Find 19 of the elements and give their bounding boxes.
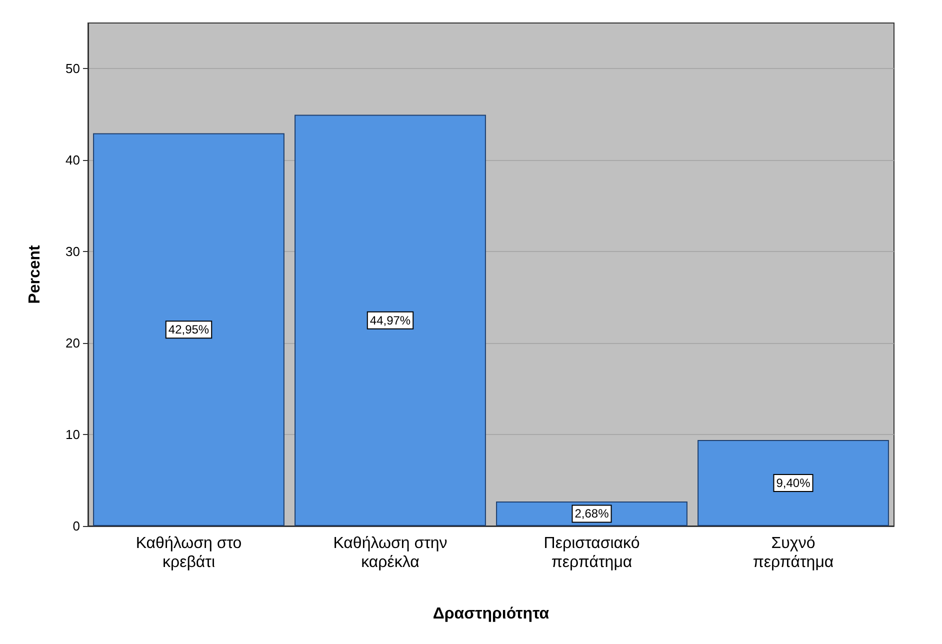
x-tick-label: Καθήλωση στην καρέκλα xyxy=(333,535,448,571)
y-tick-label: 10 xyxy=(66,427,80,442)
x-axis-title: Δραστηριότητα xyxy=(432,606,550,622)
data-label: 42,95% xyxy=(168,322,210,337)
data-label: 9,40% xyxy=(776,476,811,490)
data-label: 44,97% xyxy=(370,313,411,328)
y-tick-label: 0 xyxy=(72,518,80,534)
y-tick-label: 20 xyxy=(66,336,80,351)
x-tick-label: Συχνό περπάτημα xyxy=(752,535,834,571)
y-tick-label: 30 xyxy=(66,244,80,260)
y-tick-label: 50 xyxy=(66,61,80,76)
bar xyxy=(93,133,284,526)
y-tick-label: 40 xyxy=(66,152,80,168)
y-axis-title: Percent xyxy=(26,244,44,304)
bar xyxy=(294,114,486,526)
bar xyxy=(698,440,889,526)
x-tick-label: Καθήλωση στο κρεβάτι xyxy=(136,535,242,571)
x-tick-label: Περιστασιακό περπάτημα xyxy=(544,535,640,571)
data-label: 2,68% xyxy=(574,506,610,521)
